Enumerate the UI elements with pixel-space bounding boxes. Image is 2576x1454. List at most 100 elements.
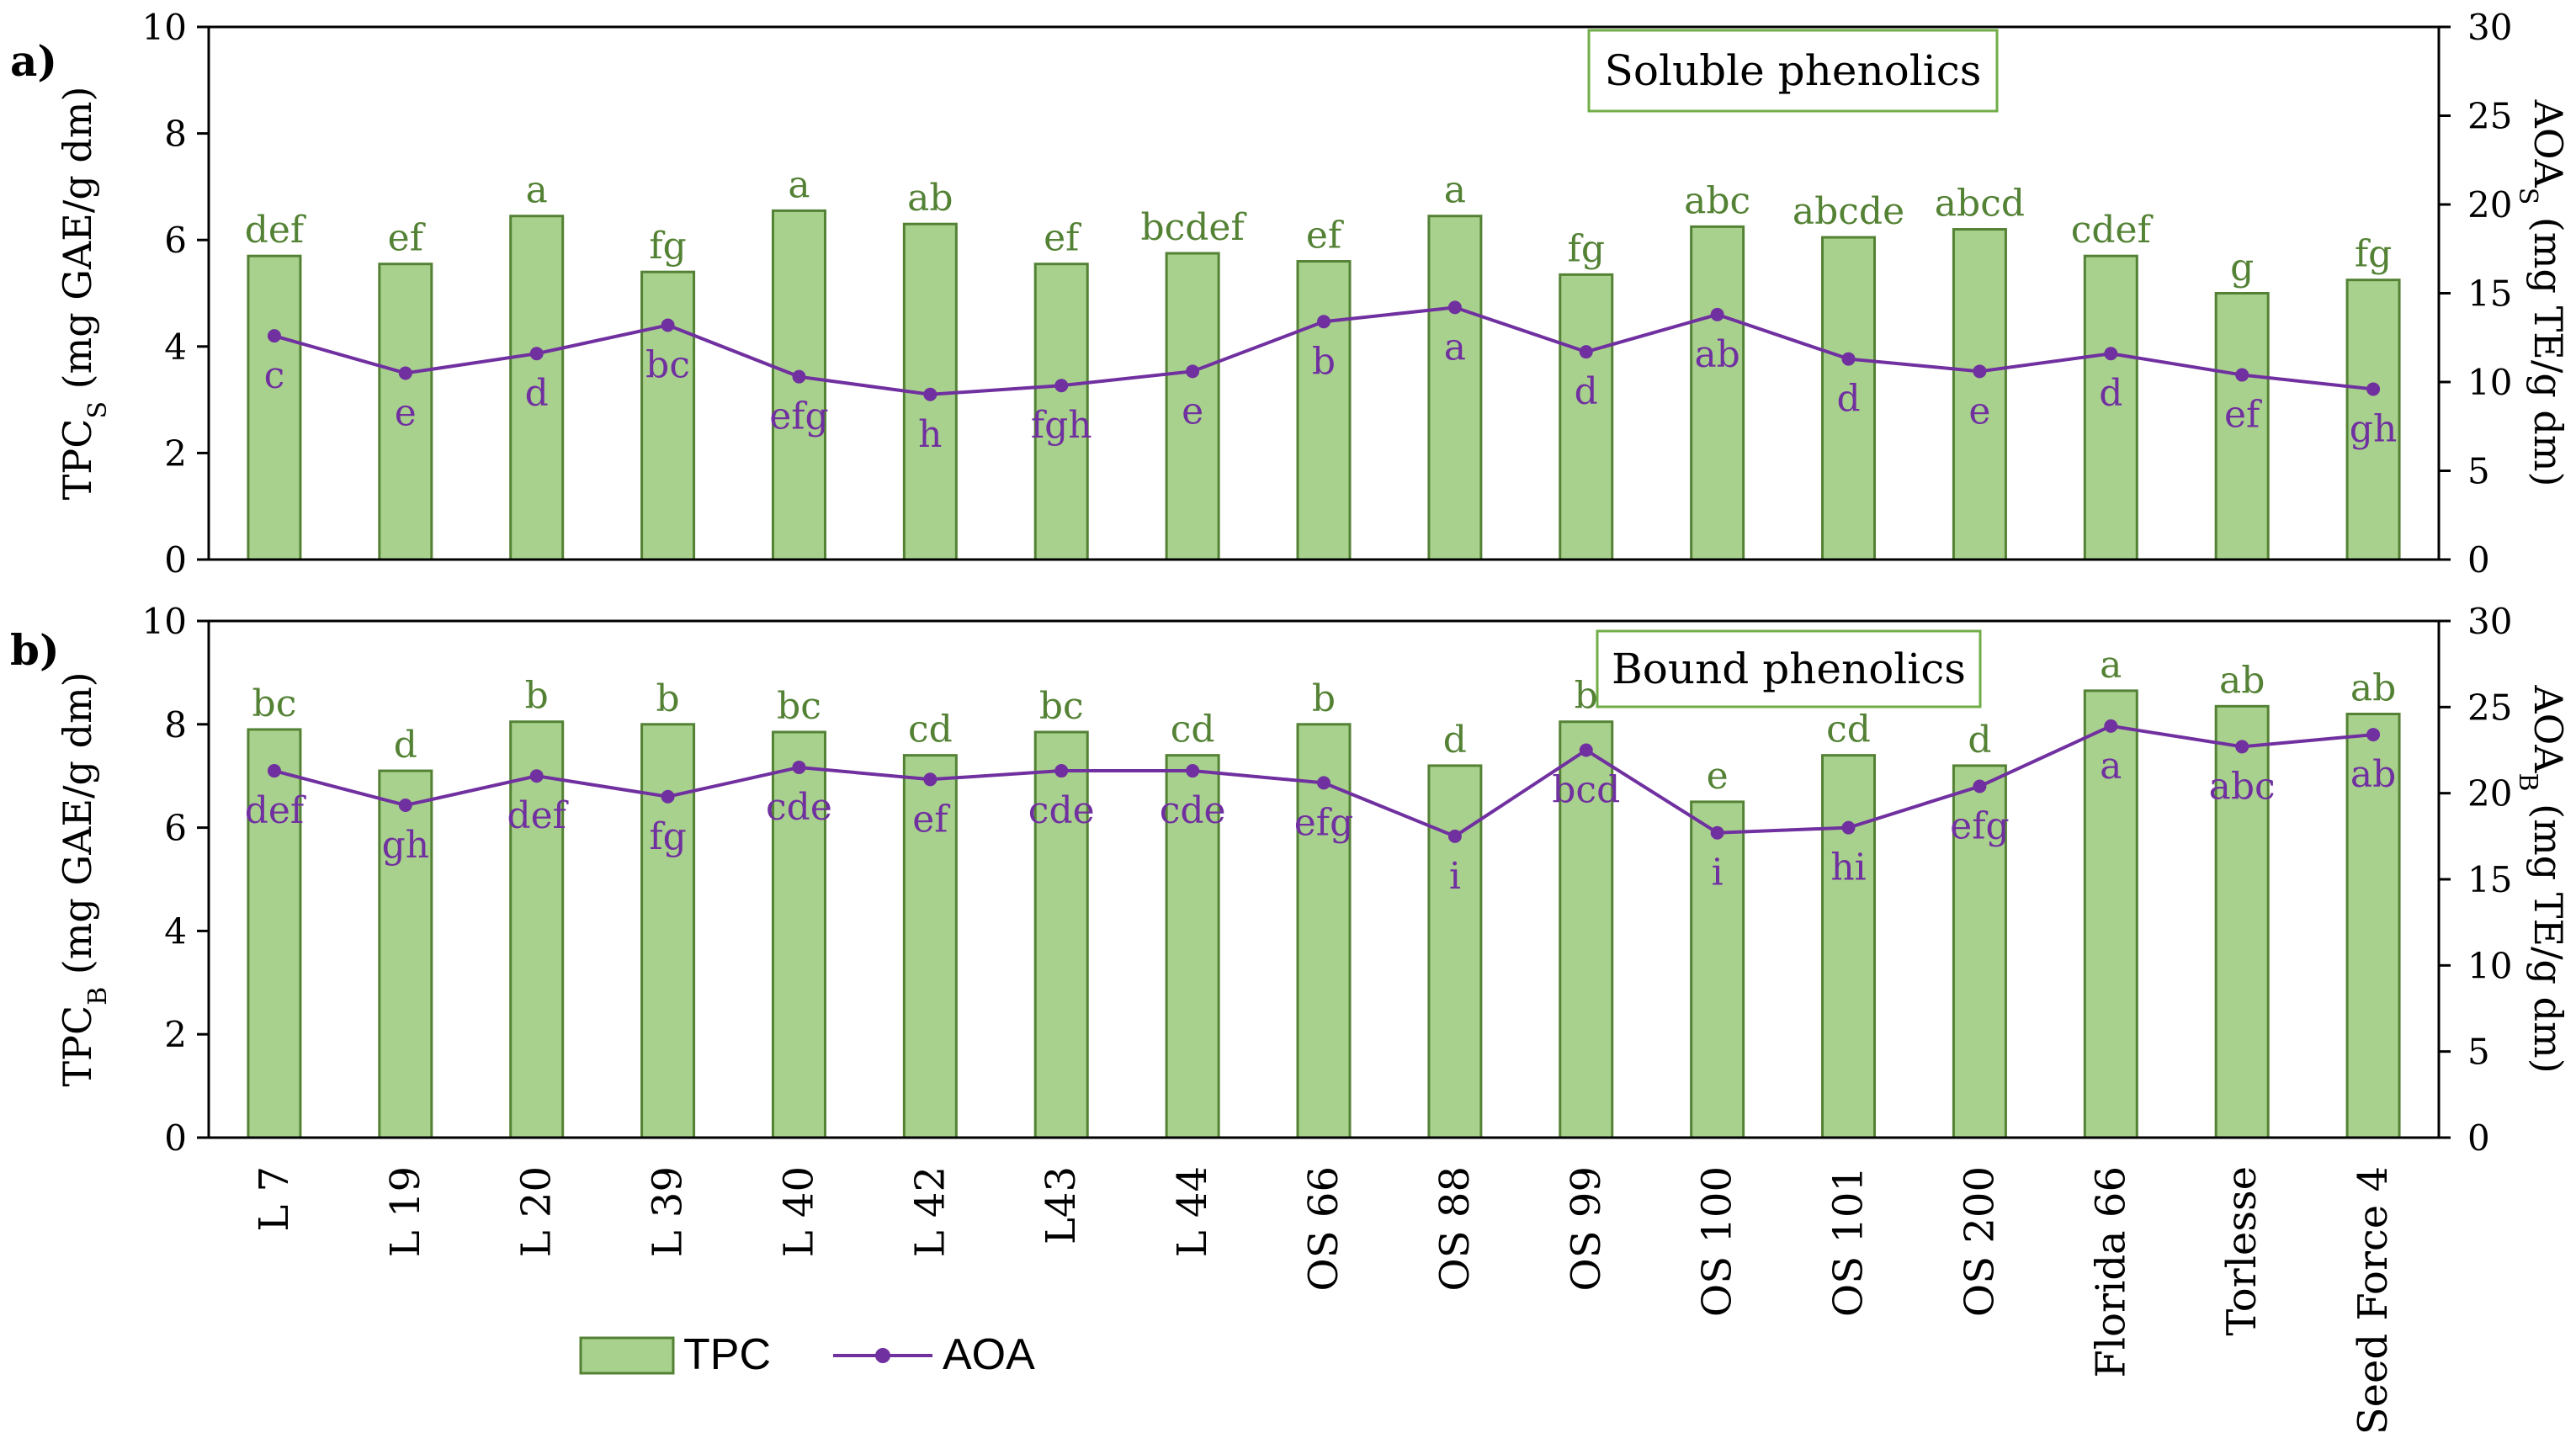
- aoa-significance-letter: fg: [649, 815, 686, 858]
- aoa-significance-letter: cde: [766, 786, 832, 829]
- bar-l-20: [509, 720, 565, 1139]
- category-label: OS 100: [1694, 1166, 1741, 1317]
- aoa-point: [1317, 776, 1330, 790]
- left-tick-label: 4: [164, 326, 187, 368]
- aoa-point: [1710, 307, 1724, 321]
- panel-title: Soluble phenolics: [1605, 46, 1982, 95]
- legend-swatch-aoa-point: [875, 1348, 890, 1363]
- aoa-point: [1841, 352, 1856, 366]
- aoa-significance-letter: bc: [645, 343, 690, 386]
- bar-os-100: [1690, 800, 1745, 1139]
- aoa-point: [923, 772, 937, 787]
- right-axis-title: AOAB (mg TE/g dm): [2514, 684, 2572, 1073]
- panel-title: Bound phenolics: [1612, 645, 1966, 693]
- bar-significance-letter: fg: [649, 225, 686, 268]
- category-label: OS 101: [1825, 1166, 1872, 1317]
- category-label: Torlesse: [2218, 1166, 2265, 1336]
- bar-significance-letter: bc: [777, 685, 821, 728]
- category-label: L 19: [382, 1166, 429, 1257]
- aoa-point: [1186, 764, 1200, 778]
- bar-significance-letter: g: [2230, 247, 2254, 289]
- left-axis-title: TPCS (mg GAE/g dm): [55, 87, 113, 501]
- bar-florida-66: [2083, 254, 2138, 561]
- bar-significance-letter: b: [1312, 677, 1336, 720]
- aoa-significance-letter: fgh: [1031, 404, 1092, 447]
- bar-significance-letter: cd: [908, 708, 953, 751]
- aoa-point: [1973, 364, 1987, 379]
- left-tick-label: 10: [142, 7, 187, 48]
- bar-l-19: [378, 769, 433, 1139]
- bar-significance-letter: fg: [1568, 227, 1605, 270]
- panel-title-box: [1596, 629, 1982, 708]
- aoa-significance-letter: cde: [1028, 789, 1095, 832]
- aoa-significance-letter: gh: [2350, 407, 2398, 450]
- bar-l-20: [509, 215, 565, 561]
- category-label: OS 66: [1300, 1166, 1347, 1292]
- bar-l-19: [378, 263, 433, 561]
- aoa-significance-letter: ef: [2224, 394, 2262, 437]
- bar-florida-66: [2083, 689, 2138, 1139]
- aoa-significance-letter: ef: [912, 798, 950, 841]
- aoa-point: [267, 329, 281, 343]
- bar-significance-letter: b: [1575, 675, 1598, 718]
- aoa-point: [1973, 779, 1987, 793]
- aoa-point: [792, 760, 806, 774]
- category-label: OS 88: [1431, 1166, 1479, 1292]
- aoa-significance-letter: d: [1575, 370, 1598, 413]
- bar-os-100: [1690, 225, 1745, 561]
- aoa-significance-letter: d: [1836, 378, 1860, 421]
- aoa-significance-letter: def: [507, 794, 568, 837]
- category-label: L 7: [251, 1166, 298, 1232]
- aoa-point: [923, 387, 937, 401]
- left-axis-title: TPCB (mg GAE/g dm): [55, 671, 113, 1086]
- category-label: L 42: [906, 1166, 953, 1257]
- bar-significance-letter: cd: [1171, 708, 1215, 751]
- left-tick-label: 6: [164, 808, 187, 849]
- bar-l-7: [247, 728, 302, 1139]
- aoa-point: [267, 764, 281, 778]
- aoa-significance-letter: e: [1968, 390, 1990, 432]
- bar-significance-letter: a: [2100, 644, 2122, 687]
- aoa-point: [2235, 368, 2249, 382]
- aoa-significance-letter: abc: [2209, 765, 2276, 808]
- bar-significance-letter: ab: [2350, 667, 2396, 710]
- aoa-significance-letter: c: [264, 354, 285, 397]
- bar-significance-letter: ef: [388, 217, 426, 260]
- right-tick-label: 0: [2467, 1117, 2490, 1159]
- aoa-significance-letter: h: [918, 413, 942, 456]
- bar-os-88: [1427, 764, 1483, 1139]
- aoa-significance-letter: d: [525, 372, 549, 415]
- bar-significance-letter: a: [788, 163, 810, 206]
- aoa-significance-letter: b: [1312, 340, 1336, 383]
- aoa-point: [1579, 345, 1593, 359]
- bar-l-40: [771, 730, 826, 1139]
- bar-significance-letter: abcd: [1935, 183, 2025, 226]
- bar-significance-letter: ab: [907, 177, 953, 220]
- bar-l-40: [771, 209, 826, 561]
- aoa-point: [2366, 382, 2381, 396]
- right-tick-label: 30: [2467, 601, 2512, 642]
- aoa-significance-letter: def: [245, 789, 306, 832]
- right-tick-label: 30: [2467, 7, 2512, 48]
- aoa-significance-letter: a: [2100, 745, 2122, 788]
- panel-label: a): [10, 36, 57, 86]
- bar-significance-letter: d: [394, 724, 417, 767]
- aoa-point: [529, 769, 544, 783]
- bar-os-88: [1427, 215, 1483, 561]
- aoa-point: [1186, 364, 1200, 379]
- bar-significance-letter: bcdef: [1140, 206, 1246, 249]
- bar-significance-letter: d: [1443, 719, 1467, 761]
- category-label: L 39: [645, 1166, 692, 1257]
- aoa-point: [1054, 379, 1069, 393]
- bar-l43: [1033, 730, 1089, 1139]
- aoa-significance-letter: gh: [382, 824, 430, 867]
- bar-significance-letter: cdef: [2071, 209, 2154, 252]
- aoa-point: [661, 789, 675, 804]
- bar-significance-letter: d: [1968, 719, 1991, 761]
- right-tick-label: 25: [2467, 687, 2512, 728]
- aoa-significance-letter: d: [2099, 372, 2122, 415]
- right-tick-label: 15: [2467, 859, 2512, 900]
